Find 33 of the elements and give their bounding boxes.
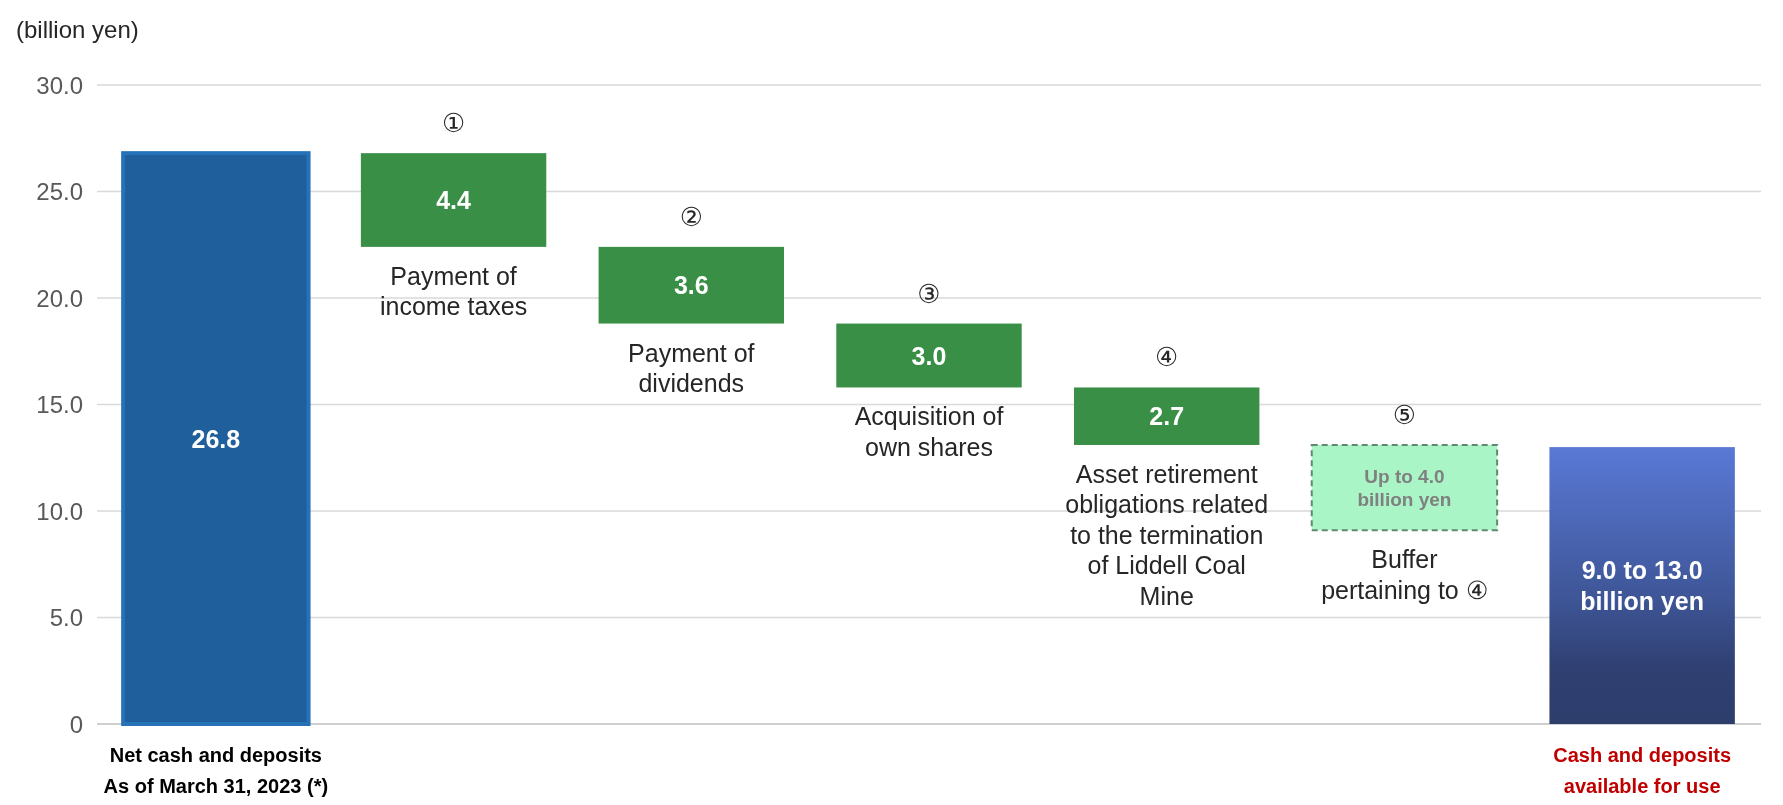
y-tick-label: 30.0 bbox=[36, 71, 83, 99]
y-tick-label: 10.0 bbox=[36, 497, 83, 525]
data-label: Up to 4.0 billion yen bbox=[1357, 465, 1452, 510]
bar bbox=[598, 246, 784, 324]
data-label: 4.4 bbox=[436, 186, 472, 215]
x-tick-label: Asset retirement obligations related to the termination of Liddell Coal Mine bbox=[1065, 459, 1269, 610]
x-tick-label: Payment of dividends bbox=[628, 338, 755, 398]
y-tick-label: 15.0 bbox=[36, 391, 83, 418]
bar bbox=[1310, 443, 1499, 532]
x-tick-label: Payment of income taxes bbox=[379, 261, 528, 321]
annotation: ⑤ bbox=[1392, 399, 1417, 430]
y-tick-label: 0 bbox=[69, 710, 83, 738]
data-label: 3.0 bbox=[911, 341, 947, 370]
bar bbox=[836, 323, 1022, 388]
data-label: 9.0 to 13.0 billion yen bbox=[1580, 555, 1704, 616]
y-tick-label: 5.0 bbox=[49, 604, 83, 631]
y-tick-label: 25.0 bbox=[36, 178, 83, 205]
annotation: ① bbox=[441, 108, 466, 139]
data-label: 2.7 bbox=[1149, 402, 1185, 431]
annotation: ③ bbox=[917, 278, 941, 309]
y-axis-title: (billion yen) bbox=[16, 16, 139, 43]
x-tick-label: Cash and deposits available for use bbox=[1553, 744, 1732, 797]
bar bbox=[360, 153, 547, 247]
x-tick-label: Net cash and deposits As of March 31, 2023 (*) bbox=[103, 744, 329, 797]
annotation: ② bbox=[679, 201, 703, 232]
y-tick-label: 20.0 bbox=[36, 284, 83, 312]
data-label: 26.8 bbox=[191, 424, 241, 453]
annotation: ④ bbox=[1155, 342, 1179, 373]
bar bbox=[1074, 387, 1260, 445]
data-label: 3.6 bbox=[673, 271, 709, 300]
x-tick-label: Buffer pertaining to ④ bbox=[1321, 545, 1488, 604]
bar bbox=[1549, 447, 1735, 724]
x-tick-label: Acquisition of own shares bbox=[854, 402, 1004, 461]
